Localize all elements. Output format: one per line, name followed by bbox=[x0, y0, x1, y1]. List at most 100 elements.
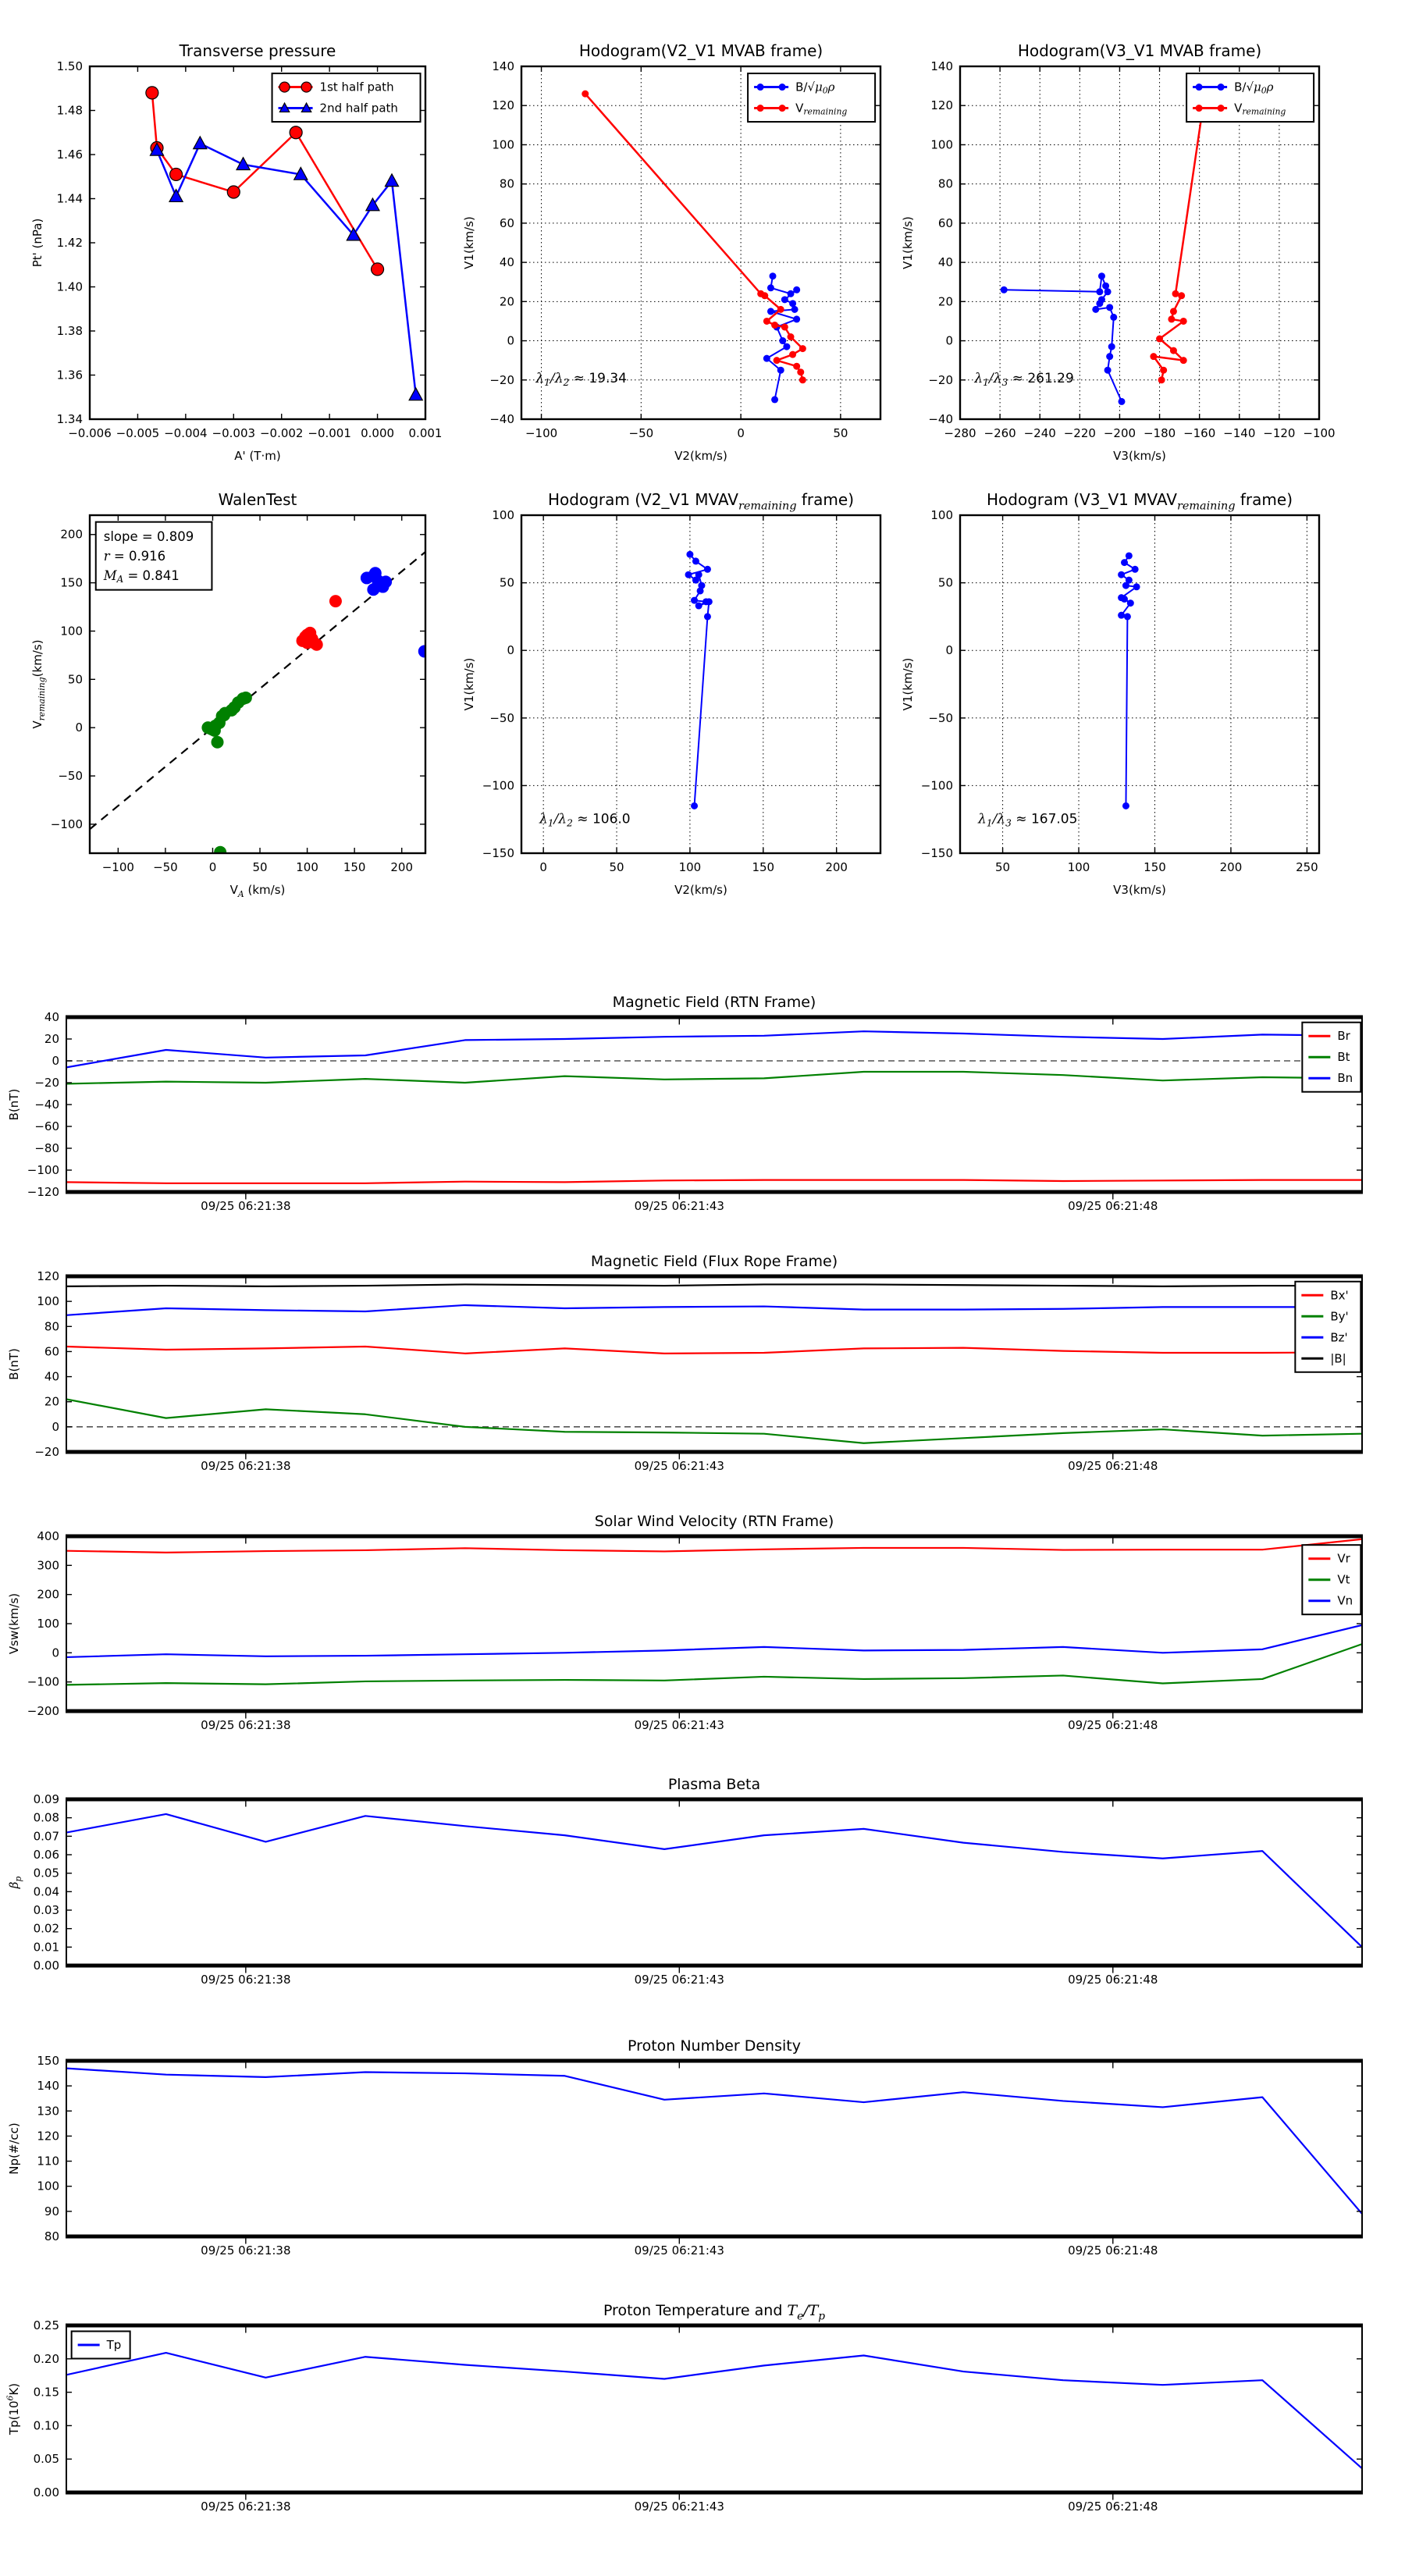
y-tick-label: −20 bbox=[34, 1076, 59, 1090]
y-tick-label: 150 bbox=[37, 2054, 59, 2068]
chart-hodogram-v3v1-mvav: 50 100 150 200 250 −150 −100 −50 0 50 100 Hodogram … bbox=[886, 472, 1343, 906]
legend: 1st half path 2nd half path bbox=[271, 73, 422, 123]
x-tick-label: 150 bbox=[1144, 860, 1166, 874]
dot-marker bbox=[1121, 595, 1129, 603]
y-tick-label: 40 bbox=[938, 255, 953, 269]
dot-marker bbox=[1122, 582, 1129, 589]
series-Np bbox=[66, 2067, 1362, 2215]
y-tick-label: 110 bbox=[37, 2154, 59, 2169]
dot-marker bbox=[329, 595, 342, 608]
y-tick-label: 300 bbox=[37, 1558, 59, 1572]
y-tick-label: 80 bbox=[500, 177, 514, 191]
dot-marker bbox=[783, 343, 791, 350]
circle-marker bbox=[279, 81, 290, 93]
y-tick-label: −60 bbox=[34, 1119, 59, 1133]
x-tick-label: −0.003 bbox=[212, 426, 256, 440]
legend-label: Vremaining bbox=[795, 101, 847, 117]
grid bbox=[960, 515, 1319, 853]
dot-marker bbox=[756, 84, 764, 91]
x-tick-label: 09/25 06:21:38 bbox=[201, 1973, 290, 1987]
y-tick-label: −50 bbox=[489, 711, 514, 725]
chart-title: Proton Number Density bbox=[628, 2037, 801, 2055]
dot-marker bbox=[1217, 84, 1225, 91]
y-tick-label: 40 bbox=[500, 255, 514, 269]
plot-svg: −100 −50 0 50 −40 −20 0 20 40 60 80 100 120 140 Hodogr… bbox=[462, 41, 882, 463]
dot-marker bbox=[779, 337, 787, 345]
circle-marker bbox=[169, 167, 183, 182]
x-tick-label: 09/25 06:21:48 bbox=[1068, 1459, 1158, 1473]
y-tick-label: 200 bbox=[37, 1588, 59, 1602]
x-tick-label: 50 bbox=[995, 860, 1010, 874]
plot-svg: 09/25 06:21:38 09/25 06:21:43 09/25 06:21:… bbox=[7, 1513, 1363, 1732]
y-tick-label: 40 bbox=[44, 1370, 59, 1384]
circle-marker bbox=[370, 262, 385, 276]
y-tick-label: 0 bbox=[507, 643, 514, 657]
chart-title: Proton Temperature and Te/Tp bbox=[603, 2302, 825, 2322]
ticks bbox=[959, 66, 1320, 420]
x-tick-label: −100 bbox=[1303, 426, 1335, 440]
x-tick-label: −260 bbox=[984, 426, 1016, 440]
x-tick-label: 100 bbox=[679, 860, 702, 874]
dot-marker bbox=[1096, 288, 1104, 296]
plot-svg: 09/25 06:21:38 09/25 06:21:43 09/25 06:21:… bbox=[7, 994, 1363, 1213]
markers-B-alfven-units bbox=[1000, 272, 1126, 405]
dot-marker bbox=[301, 636, 314, 649]
x-tick-label: −100 bbox=[525, 426, 557, 440]
y-axis-label: Np(#/cc) bbox=[7, 2122, 21, 2175]
chart-proton-number-density: 09/25 06:21:38 09/25 06:21:43 09/25 06:21:… bbox=[0, 2026, 1405, 2268]
y-axis-label: V1(km/s) bbox=[462, 658, 476, 711]
dot-marker bbox=[696, 587, 704, 595]
legend-label: Bx' bbox=[1330, 1288, 1348, 1302]
dot-marker bbox=[1123, 613, 1131, 621]
y-tick-label: 80 bbox=[938, 177, 953, 191]
series-1st-half-path bbox=[151, 91, 379, 271]
grid bbox=[521, 515, 880, 853]
x-tick-label: −50 bbox=[629, 426, 654, 440]
dot-marker bbox=[1106, 353, 1114, 361]
legend: Bx' By' Bz' |B| bbox=[1294, 1280, 1362, 1373]
series-group bbox=[582, 90, 806, 404]
x-tick-label: −0.005 bbox=[116, 426, 160, 440]
annotation: λ1/λ3 ≈ 261.29 bbox=[973, 371, 1073, 388]
legend-label: 2nd half path bbox=[320, 101, 398, 116]
ticks bbox=[89, 66, 426, 420]
y-tick-label: 120 bbox=[37, 1269, 59, 1283]
y-tick-label: 1.50 bbox=[57, 59, 83, 73]
x-tick-label: 09/25 06:21:48 bbox=[1068, 1973, 1158, 1987]
y-tick-label: 140 bbox=[492, 59, 514, 73]
stats-line: r = 0.916 bbox=[104, 549, 165, 564]
chart-title: Magnetic Field (Flux Rope Frame) bbox=[591, 1253, 838, 1270]
x-tick-label: −220 bbox=[1064, 426, 1096, 440]
legend-label: Vt bbox=[1337, 1573, 1350, 1587]
dot-marker bbox=[685, 571, 692, 578]
chart-title: Hodogram(V2_V1 MVAB frame) bbox=[579, 41, 823, 60]
stats-box: slope = 0.809 r = 0.916 MA = 0.841 bbox=[94, 521, 213, 591]
y-tick-label: 0.10 bbox=[34, 2418, 59, 2432]
series-Vt bbox=[66, 1643, 1362, 1686]
x-tick-label: −0.004 bbox=[164, 426, 208, 440]
ticks bbox=[66, 2060, 1362, 2244]
chart-hodogram-v2v1-mvab: −100 −50 0 50 −40 −20 0 20 40 60 80 100 120 140 Hodogr… bbox=[447, 23, 904, 472]
x-tick-label: 100 bbox=[1068, 860, 1090, 874]
dot-marker bbox=[789, 350, 797, 358]
triangle-marker bbox=[279, 101, 290, 113]
ticks bbox=[521, 514, 880, 854]
annotation: λ1/λ3 ≈ 167.05 bbox=[977, 812, 1077, 829]
chart-title: Solar Wind Velocity (RTN Frame) bbox=[595, 1513, 834, 1530]
dot-marker bbox=[705, 598, 713, 606]
dot-marker bbox=[1169, 347, 1177, 354]
dot-marker bbox=[1150, 353, 1158, 361]
axes-frame bbox=[88, 514, 427, 855]
chart-proton-temperature: 09/25 06:21:38 09/25 06:21:43 09/25 06:21:… bbox=[0, 2290, 1405, 2532]
x-tick-label: −0.002 bbox=[260, 426, 304, 440]
dot-marker bbox=[777, 366, 784, 374]
axes-frame bbox=[520, 514, 882, 855]
legend-label: Bt bbox=[1337, 1050, 1350, 1064]
x-tick-label: 0.000 bbox=[361, 426, 394, 440]
chart-transverse-pressure: −0.006 −0.005 −0.004 −0.003 −0.002 −0.001 0.00… bbox=[16, 23, 472, 472]
dot-marker bbox=[686, 550, 694, 558]
y-tick-label: −50 bbox=[928, 711, 953, 725]
y-tick-label: −100 bbox=[27, 1163, 59, 1177]
dot-marker bbox=[1104, 366, 1112, 374]
ticks bbox=[66, 1276, 1362, 1460]
